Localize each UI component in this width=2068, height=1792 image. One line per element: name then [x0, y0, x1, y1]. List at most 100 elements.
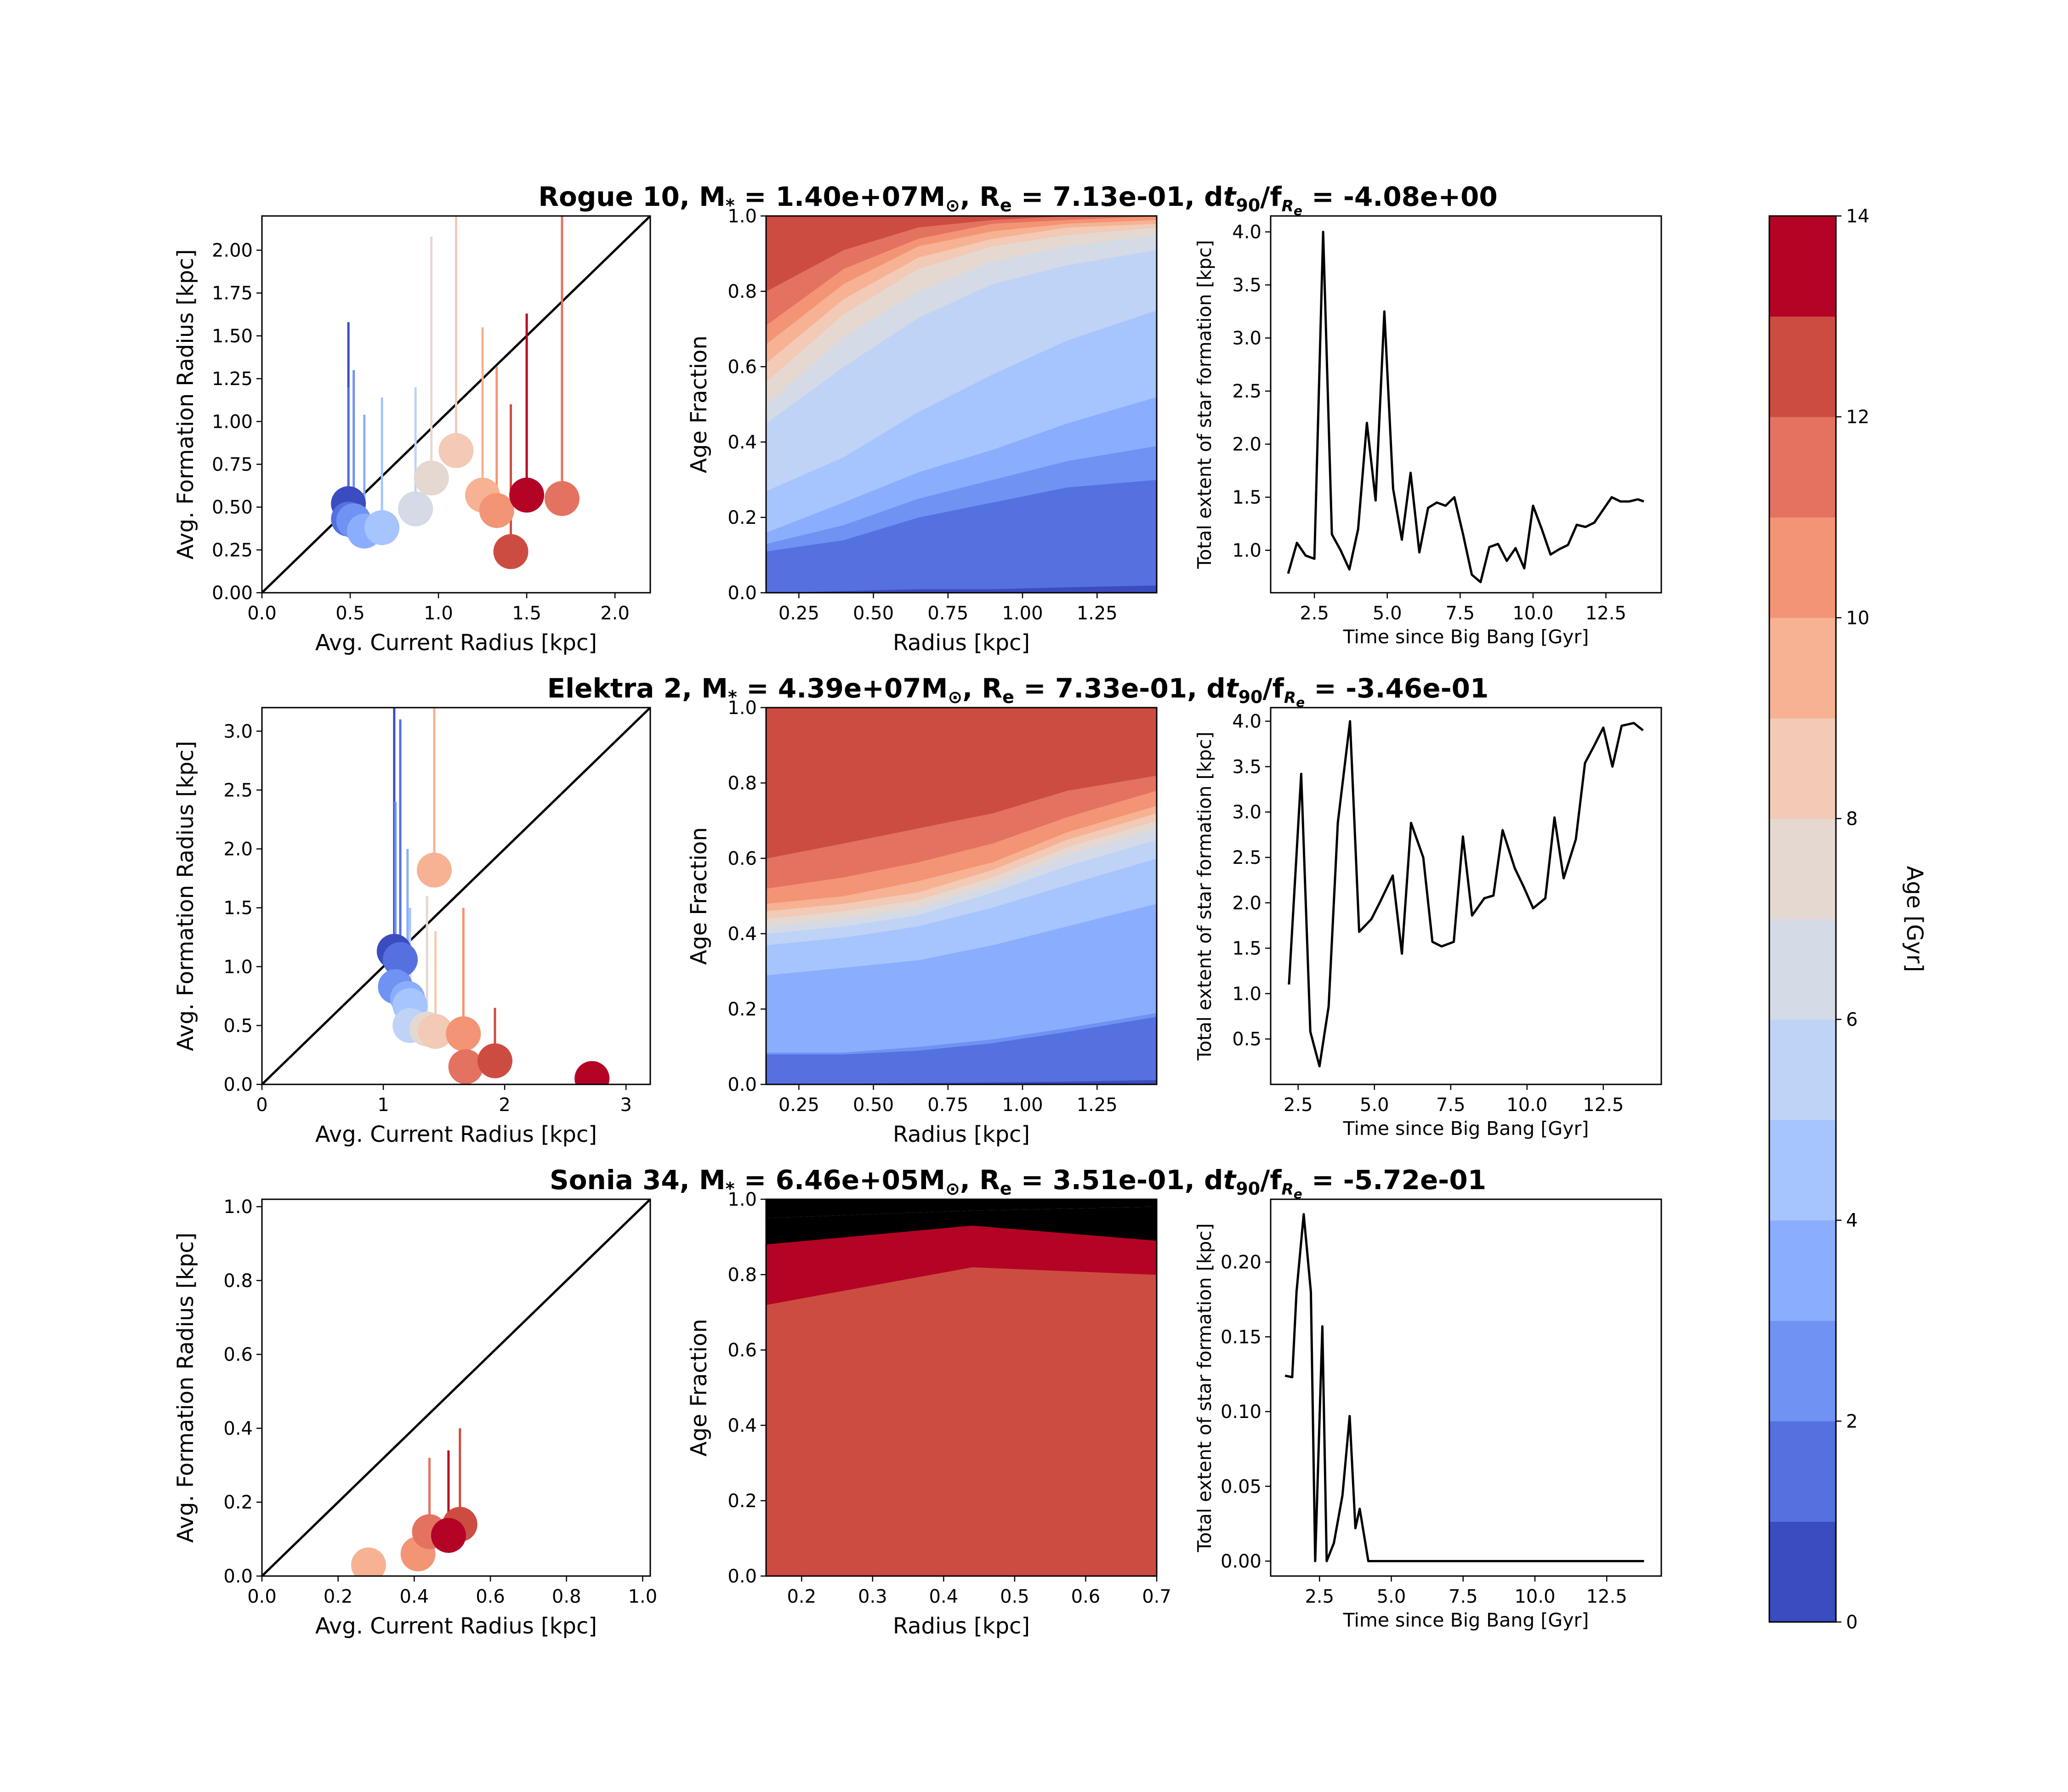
galaxy-name: Sonia 34: [550, 1164, 680, 1196]
y-tick-label: 3.0: [1232, 802, 1261, 823]
title-part: =: [1014, 673, 1055, 704]
y-tick-label: 2.00: [212, 240, 253, 261]
scatter-point: [493, 534, 528, 569]
x-tick-label: 0.0: [247, 1586, 277, 1607]
x-tick-label: 0.5: [335, 603, 365, 624]
x-tick-label: 1.00: [1002, 603, 1043, 624]
x-tick-label: 10.0: [1514, 1586, 1555, 1607]
title-part: =: [1302, 1164, 1343, 1196]
scatter-point: [509, 477, 545, 513]
x-tick-label: 5.0: [1360, 1094, 1389, 1116]
y-tick-label: 2.5: [1232, 381, 1261, 402]
title-part: t: [1226, 673, 1239, 704]
y-tick-label: 1.5: [223, 898, 253, 919]
extent-panel: 2.5 5.0 7.5 10.0 12.5 0.00 0.05 0.10 0.15 0.20 Tim…: [1193, 1198, 1662, 1631]
scatter-point: [383, 942, 418, 977]
x-tick-label: 1.25: [1077, 1094, 1118, 1116]
y-tick-label: 0.20: [1221, 1252, 1261, 1273]
title-part: , R: [960, 181, 1000, 212]
y-tick-label: 1.0: [223, 1197, 253, 1218]
colorbar: 0 2 4 6 8 10 12 14 Age [Gyr]: [1768, 206, 1927, 1633]
x-tick-label: 1.5: [512, 603, 541, 624]
colorbar-tick-label: 0: [1846, 1612, 1858, 1633]
title-part: /f: [1262, 673, 1284, 704]
scatter-point: [364, 510, 400, 545]
stellar-mass: 1.40e+07: [776, 181, 919, 212]
x-tick-label: 7.5: [1436, 1094, 1466, 1116]
title-part: , d: [1187, 673, 1226, 704]
colorbar-band: [1769, 818, 1836, 919]
colorbar-band: [1769, 517, 1836, 618]
title-part: , M: [680, 181, 726, 212]
title-part: =: [735, 1164, 776, 1196]
x-axis-label: Avg. Current Radius [kpc]: [315, 1122, 597, 1147]
title-part: e: [1294, 203, 1302, 218]
row-title: Sonia 34, M* = 6.46e+05M⊙, Re = 3.51e-01…: [550, 1164, 1486, 1202]
y-axis-label: Age Fraction: [686, 335, 712, 473]
title-part: e: [1294, 1186, 1302, 1202]
x-tick-label: 7.5: [1449, 1586, 1478, 1607]
title-part: ⊙: [945, 1179, 960, 1199]
x-tick-label: 3: [620, 1094, 631, 1116]
title-part: =: [1012, 181, 1053, 212]
axes-frame: [1270, 215, 1662, 594]
title-part: R: [1284, 689, 1296, 707]
row-title: Rogue 10, M* = 1.40e+07M⊙, Re = 7.13e-01…: [538, 181, 1497, 218]
y-tick-label: 1.0: [727, 206, 757, 227]
x-tick-label: 1: [377, 1094, 389, 1116]
colorbar-tick-label: 14: [1846, 206, 1869, 227]
y-tick-label: 1.00: [212, 411, 253, 432]
y-tick-label: 0.8: [727, 281, 757, 302]
title-part: , d: [1185, 181, 1223, 212]
title-part: M: [921, 673, 948, 704]
title-part: =: [737, 673, 778, 704]
stellar-mass: 6.46e+05: [776, 1164, 919, 1196]
y-axis-label: Avg. Formation Radius [kpc]: [173, 249, 199, 559]
title-part: 90: [1236, 1179, 1260, 1199]
y-tick-label: 0.25: [212, 540, 253, 561]
title-part: , d: [1185, 1164, 1223, 1196]
extent-line: [1288, 720, 1644, 1067]
x-tick-label: 0.25: [778, 1094, 819, 1116]
x-tick-label: 0.4: [400, 1586, 429, 1607]
title-part: 90: [1236, 195, 1260, 215]
axes-frame: [765, 215, 1158, 594]
y-tick-label: 0.05: [1221, 1476, 1261, 1497]
x-tick-label: 1.00: [1002, 1094, 1043, 1116]
y-tick-label: 0.15: [1221, 1327, 1261, 1348]
y-axis-label: Age Fraction: [686, 1319, 712, 1457]
title-part: , M: [682, 673, 728, 704]
title-part: R: [1282, 197, 1294, 215]
extent-line: [1287, 231, 1644, 584]
colorbar-band: [1769, 1220, 1836, 1321]
one-to-one-line: [262, 708, 650, 1084]
title-part: /f: [1260, 1164, 1282, 1196]
title-part: *: [726, 195, 735, 215]
x-axis-label: Radius [kpc]: [893, 1122, 1030, 1147]
extent-line: [1284, 1213, 1644, 1562]
y-tick-label: 1.0: [223, 957, 253, 978]
title-part: *: [728, 687, 737, 707]
x-axis-label: Radius [kpc]: [893, 630, 1030, 656]
y-axis-label: Total extent of star formation [kpc]: [1193, 732, 1216, 1061]
extent-panel: 2.5 5.0 7.5 10.0 12.5 1.0 1.5 2.0 2.5 3.0 3.5 4.0 Ti…: [1193, 215, 1662, 648]
age-fraction-panel: 0.2 0.3 0.4 0.5 0.6 0.7 0.0 0.2 0.4 0.6 0.8 1.0 Radi…: [686, 1189, 1171, 1639]
effective-radius: 7.13e-01: [1053, 181, 1185, 212]
x-axis-label: Time since Big Bang [Gyr]: [1343, 626, 1589, 648]
colorbar-tick-label: 6: [1846, 1009, 1858, 1031]
scatter-point: [416, 852, 452, 888]
title-part: *: [726, 1179, 735, 1199]
colorbar-tick-label: 12: [1846, 407, 1869, 428]
colorbar-tick-label: 8: [1846, 808, 1858, 829]
scatter-point: [351, 1547, 386, 1576]
y-tick-label: 3.0: [1232, 328, 1261, 349]
axes-frame: [1270, 707, 1662, 1085]
title-part: , R: [960, 1164, 1000, 1196]
galaxy-name: Elektra 2: [547, 673, 682, 704]
title-part: R: [1282, 1180, 1294, 1199]
scatter-point: [446, 1016, 481, 1051]
scatter-panel: 0.0 0.2 0.4 0.6 0.8 1.0 0.0 0.2 0.4 0.6 0.8 1.0 Avg.…: [173, 1197, 657, 1639]
title-part: =: [1302, 181, 1343, 212]
y-tick-label: 0.4: [223, 1418, 253, 1439]
x-tick-label: 0.3: [858, 1586, 887, 1607]
